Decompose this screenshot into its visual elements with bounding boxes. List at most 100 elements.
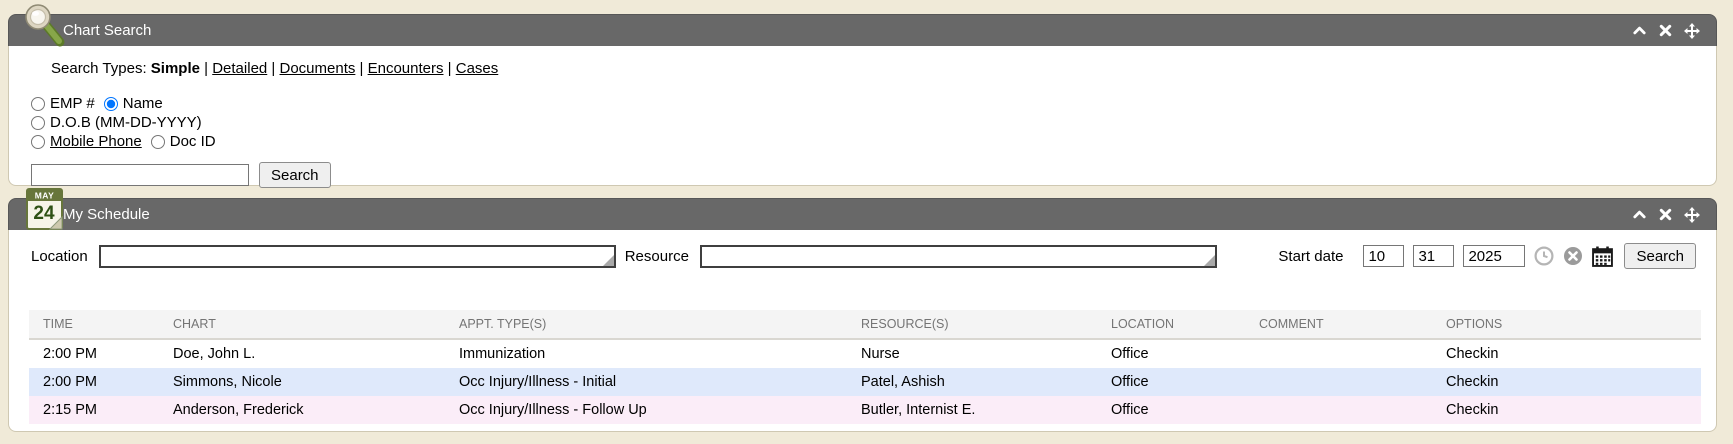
panel-title: Chart Search	[63, 22, 152, 39]
cell-time: 2:00 PM	[43, 374, 97, 390]
start-date-day-input[interactable]	[1413, 245, 1455, 267]
schedule-search-button[interactable]: Search	[1624, 243, 1696, 269]
close-icon[interactable]	[1658, 23, 1673, 38]
chart-search-header: Chart Search	[8, 4, 1717, 47]
resource-label: Resource	[624, 247, 689, 265]
search-type-documents[interactable]: Documents	[279, 60, 356, 77]
cell-appt-type: Immunization	[459, 346, 546, 362]
radio-button[interactable]	[103, 96, 118, 111]
panel-title: My Schedule	[63, 206, 150, 223]
radio-button[interactable]	[31, 115, 45, 130]
cell-resource: Butler, Internist E.	[861, 402, 976, 418]
cell-options[interactable]: Checkin	[1446, 402, 1499, 418]
radio-option-doc-id[interactable]: Doc ID	[150, 133, 216, 150]
cell-chart: Anderson, Frederick	[173, 402, 304, 418]
start-date-month-input[interactable]	[1363, 245, 1405, 267]
search-type-simple[interactable]: Simple	[150, 60, 200, 77]
radio-option-mobile-phone[interactable]: Mobile Phone	[31, 133, 142, 150]
cell-chart: Doe, John L.	[173, 346, 256, 362]
query-row: Search	[31, 162, 1716, 188]
column-header-comment: COMMENT	[1245, 310, 1432, 340]
cell-comment	[1245, 368, 1432, 396]
cell-location: Office	[1111, 346, 1149, 362]
separator: |	[199, 60, 213, 77]
collapse-icon[interactable]	[1632, 207, 1647, 222]
radio-row: Mobile Phone Doc ID	[31, 132, 1716, 151]
svg-text:24: 24	[33, 203, 55, 224]
move-icon[interactable]	[1684, 206, 1700, 223]
resource-combo	[699, 244, 1217, 268]
schedule-row[interactable]: 2:00 PM Simmons, Nicole Occ Injury/Illness…	[29, 368, 1701, 396]
radio-button[interactable]	[31, 134, 45, 149]
schedule-header-row: TIME CHART APPT. TYPE(S) RESOURCE(S) LOCATIO…	[29, 310, 1701, 340]
radio-label: Name	[122, 95, 163, 112]
start-date-year-input[interactable]	[1463, 245, 1526, 267]
location-combo	[98, 244, 616, 268]
cell-chart: Simmons, Nicole	[173, 374, 282, 390]
close-icon[interactable]	[1658, 207, 1673, 222]
start-date-label: Start date	[1278, 247, 1344, 265]
radio-label: D.O.B (MM-DD-YYYY)	[50, 114, 202, 131]
search-types: Simple | Detailed | Documents | Encounte…	[151, 60, 498, 77]
cell-resource: Patel, Ashish	[861, 374, 945, 390]
move-icon[interactable]	[1684, 22, 1700, 39]
search-type-detailed[interactable]: Detailed	[212, 60, 268, 77]
clear-icon[interactable]	[1563, 246, 1583, 266]
cell-appt-type: Occ Injury/Illness - Follow Up	[459, 402, 647, 418]
magnifier-icon	[25, 4, 65, 47]
column-header-appt-type: APPT. TYPE(S)	[445, 310, 847, 340]
cell-appt-type: Occ Injury/Illness - Initial	[459, 374, 617, 390]
column-header-time: TIME	[29, 310, 159, 340]
schedule-table: TIME CHART APPT. TYPE(S) RESOURCE(S) LOCATIO…	[29, 310, 1701, 424]
chart-search-panel: Chart Search Search Types: Simple | Deta…	[8, 4, 1717, 188]
column-header-options: OPTIONS	[1432, 310, 1701, 340]
my-schedule-header: MAY 24 My Schedule	[8, 188, 1717, 230]
cell-location: Office	[1111, 402, 1149, 418]
resource-input[interactable]	[701, 246, 1215, 266]
cell-location: Office	[1111, 374, 1149, 390]
my-schedule-body: Location Resource Start date	[8, 230, 1717, 432]
search-types-row: Search Types: Simple | Detailed | Docume…	[51, 60, 1716, 77]
separator: |	[443, 60, 456, 77]
schedule-row[interactable]: 2:00 PM Doe, John L. Immunization Nurse Offi…	[29, 339, 1701, 368]
schedule-body: 2:00 PM Doe, John L. Immunization Nurse Offi…	[29, 339, 1701, 424]
cell-options[interactable]: Checkin	[1446, 374, 1499, 390]
radio-button[interactable]	[150, 134, 165, 149]
column-header-chart: CHART	[159, 310, 445, 340]
location-label: Location	[31, 247, 88, 265]
schedule-filter-row: Location Resource Start date	[9, 230, 1716, 269]
search-type-encounters[interactable]: Encounters	[367, 60, 444, 77]
location-input[interactable]	[100, 246, 614, 266]
cell-comment	[1245, 396, 1432, 424]
window-controls	[1632, 15, 1700, 46]
search-input[interactable]	[31, 164, 249, 186]
column-header-location: LOCATION	[1097, 310, 1245, 340]
window-controls	[1632, 199, 1700, 230]
search-button[interactable]: Search	[259, 162, 331, 188]
svg-text:MAY: MAY	[35, 191, 55, 201]
calendar-picker-icon[interactable]	[1592, 246, 1614, 267]
cell-comment	[1245, 339, 1432, 368]
start-date-group: Start date	[1278, 243, 1696, 269]
my-schedule-panel: MAY 24 My Schedule Location Resource Sta…	[8, 188, 1717, 432]
chart-search-body: Search Types: Simple | Detailed | Docume…	[8, 46, 1717, 188]
separator: |	[355, 60, 368, 77]
radio-label: Mobile Phone	[50, 133, 142, 150]
radio-label: EMP #	[50, 95, 95, 112]
radio-button[interactable]	[31, 96, 45, 111]
search-type-cases[interactable]: Cases	[455, 60, 499, 77]
radio-option-emp[interactable]: EMP #	[31, 95, 95, 112]
cell-resource: Nurse	[861, 346, 900, 362]
radio-row: D.O.B (MM-DD-YYYY)	[31, 113, 1716, 132]
cell-time: 2:15 PM	[43, 402, 97, 418]
schedule-row[interactable]: 2:15 PM Anderson, Frederick Occ Injury/Ill…	[29, 396, 1701, 424]
cell-time: 2:00 PM	[43, 346, 97, 362]
radio-option-name[interactable]: Name	[103, 95, 163, 112]
column-header-resource: RESOURCE(S)	[847, 310, 1097, 340]
cell-options[interactable]: Checkin	[1446, 346, 1499, 362]
search-types-label: Search Types:	[51, 60, 147, 77]
collapse-icon[interactable]	[1632, 23, 1647, 38]
radio-option-d-o-b-mm-dd-yyyy[interactable]: D.O.B (MM-DD-YYYY)	[31, 114, 202, 131]
clock-icon[interactable]	[1534, 246, 1554, 266]
radio-group: EMP # Name D.O.B (MM-DD-YYYY) Mobile Phone D…	[31, 94, 1716, 151]
